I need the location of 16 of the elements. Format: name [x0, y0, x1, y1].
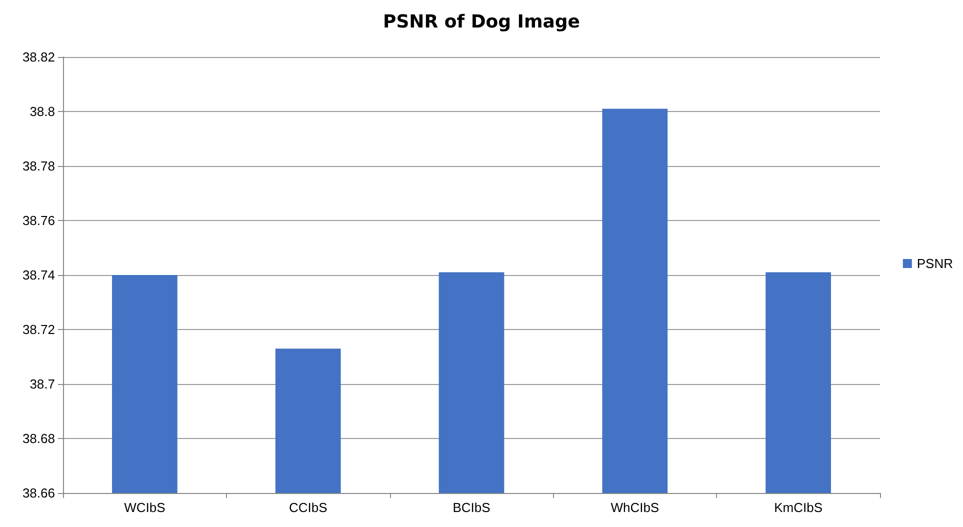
y-tick-label: 38.74 [22, 268, 55, 282]
x-tick-label: CCIbS [288, 500, 328, 515]
chart-title: PSNR of Dog Image [383, 12, 580, 32]
y-tick-label: 38.76 [22, 213, 55, 228]
y-tick-label: 38.82 [22, 50, 55, 64]
x-tick-label: WCIbS [124, 500, 166, 515]
y-tick-label: 38.72 [22, 322, 55, 337]
y-tick-label: 38.8 [30, 104, 55, 119]
x-tick-label: WhCIbS [610, 500, 660, 515]
x-tick-label: BCIbS [452, 500, 491, 515]
y-tick-label: 38.7 [30, 376, 55, 392]
y-tick-label: 38.68 [22, 431, 55, 446]
x-tick-label: KmCIbS [774, 500, 823, 515]
y-tick-label: 38.78 [22, 158, 55, 174]
legend-label: PSNR [916, 256, 954, 271]
y-tick-label: 38.66 [22, 486, 55, 500]
